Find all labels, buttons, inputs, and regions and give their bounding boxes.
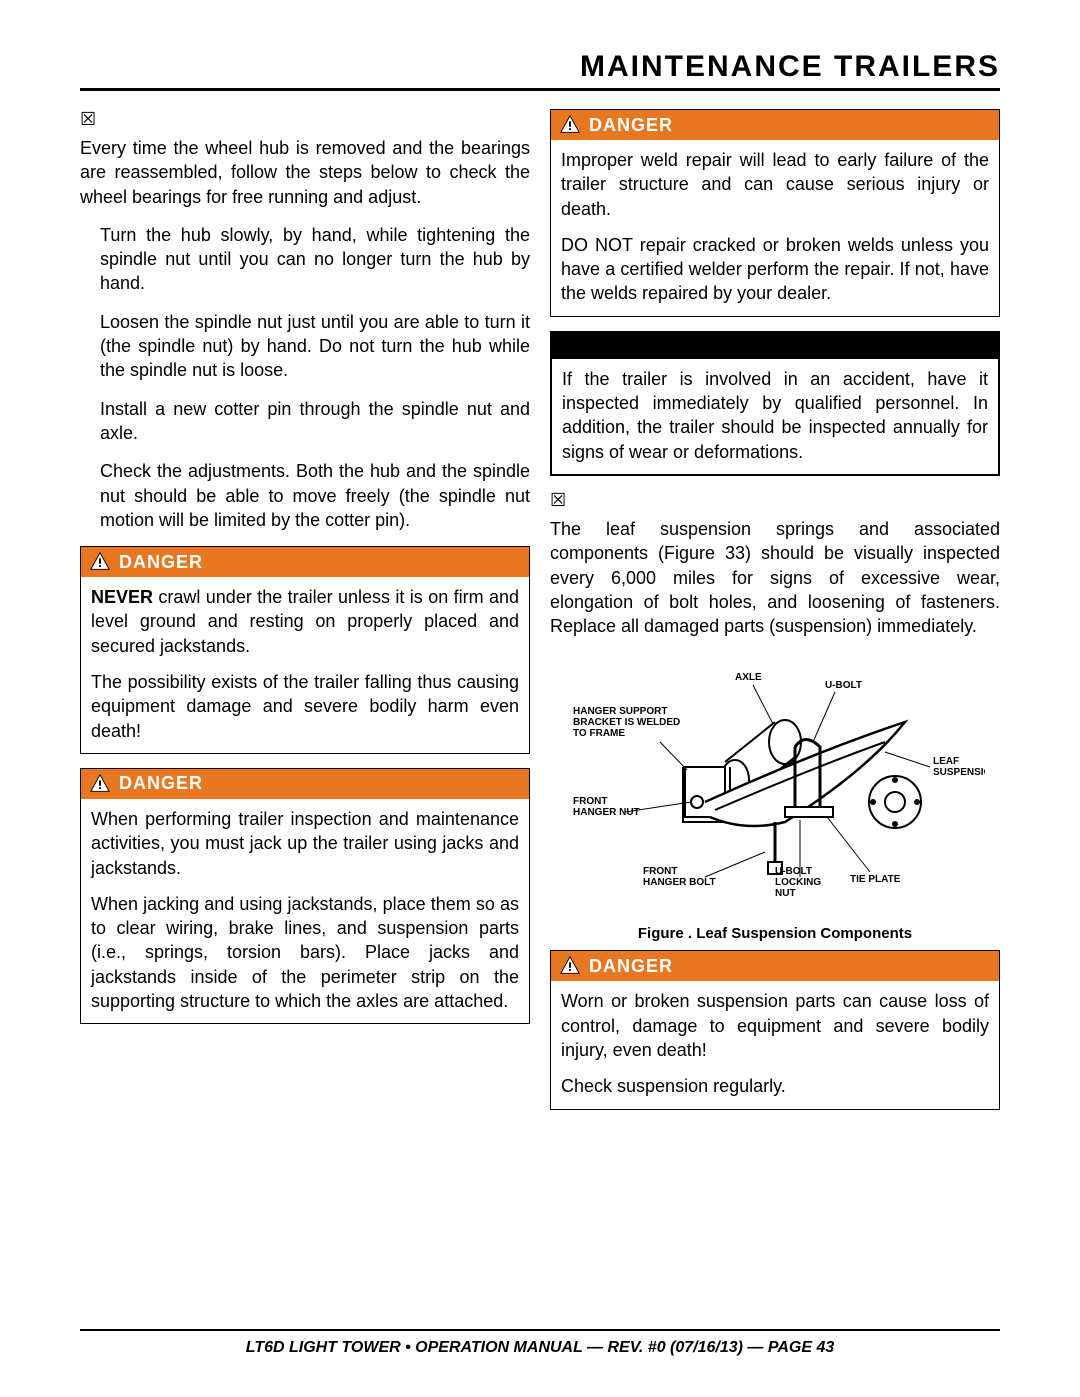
warning-triangle-icon xyxy=(89,551,111,573)
warning-triangle-icon xyxy=(559,114,581,136)
step-3: Install a new cotter pin through the spi… xyxy=(100,397,530,446)
danger-top-p2: DO NOT repair cracked or broken welds un… xyxy=(561,233,989,306)
page-footer: LT6D LIGHT TOWER • OPERATION MANUAL — RE… xyxy=(80,1329,1000,1357)
step-1: Turn the hub slowly, by hand, while tigh… xyxy=(100,223,530,296)
warning-triangle-icon xyxy=(559,955,581,977)
right-column: DANGER Improper weld repair will lead to… xyxy=(550,109,1000,1124)
danger2-p2: When jacking and using jackstands, place… xyxy=(91,892,519,1013)
danger-box-1: DANGER NEVER crawl under the trailer unl… xyxy=(80,546,530,754)
section-marker-right: ☒ xyxy=(550,490,1000,511)
step-2: Loosen the spindle nut just until you ar… xyxy=(100,310,530,383)
lbl-tie-plate: TIE PLATE xyxy=(850,874,901,885)
danger-box-top: DANGER Improper weld repair will lead to… xyxy=(550,109,1000,317)
lbl-front-bolt: FRONT HANGER BOLT xyxy=(643,866,716,888)
danger-header: DANGER xyxy=(551,110,999,140)
lbl-axle: AXLE xyxy=(735,672,762,683)
danger-label: DANGER xyxy=(589,956,673,977)
danger-bottom-p2: Check suspension regularly. xyxy=(561,1074,989,1098)
danger-header: DANGER xyxy=(81,547,529,577)
lbl-ubolt: U-BOLT xyxy=(825,680,862,691)
warning-triangle-icon xyxy=(89,773,111,795)
danger1-p1: NEVER crawl under the trailer unless it … xyxy=(91,585,519,658)
never-word: NEVER xyxy=(91,587,153,607)
notice-box: If the trailer is involved in an acciden… xyxy=(550,331,1000,476)
leaf-suspension-diagram: AXLE U-BOLT HANGER SUPPORT BRACKET IS WE… xyxy=(565,652,985,912)
lbl-front-nut: FRONT HANGER NUT xyxy=(573,796,640,818)
notice-p1: If the trailer is involved in an acciden… xyxy=(562,367,988,464)
lbl-ubolt-nut: U-BOLT LOCKING NUT xyxy=(775,866,824,899)
danger-body: Worn or broken suspension parts can caus… xyxy=(551,981,999,1108)
danger-header: DANGER xyxy=(551,951,999,981)
figure-caption: Figure . Leaf Suspension Components xyxy=(550,925,1000,942)
danger2-p1: When performing trailer inspection and m… xyxy=(91,807,519,880)
danger-body: Improper weld repair will lead to early … xyxy=(551,140,999,316)
danger-body: NEVER crawl under the trailer unless it … xyxy=(81,577,529,753)
danger-label: DANGER xyxy=(119,773,203,794)
danger-label: DANGER xyxy=(119,552,203,573)
lbl-hanger-support: HANGER SUPPORT BRACKET IS WELDED TO FRAM… xyxy=(573,706,683,739)
page-header: MAINTENANCE TRAILERS xyxy=(80,50,1000,91)
intro-text: Every time the wheel hub is removed and … xyxy=(80,136,530,209)
page-title: MAINTENANCE TRAILERS xyxy=(80,50,1000,84)
lbl-leaf: LEAF SUSPENSION xyxy=(933,756,985,778)
notice-header xyxy=(552,333,998,359)
danger1-p1-rest: crawl under the trailer unless it is on … xyxy=(91,587,519,656)
danger-header: DANGER xyxy=(81,769,529,799)
danger-body: When performing trailer inspection and m… xyxy=(81,799,529,1023)
step-4: Check the adjustments. Both the hub and … xyxy=(100,459,530,532)
left-column: ☒ Every time the wheel hub is removed an… xyxy=(80,109,530,1124)
content-columns: ☒ Every time the wheel hub is removed an… xyxy=(80,109,1000,1124)
danger1-p2: The possibility exists of the trailer fa… xyxy=(91,670,519,743)
danger-top-p1: Improper weld repair will lead to early … xyxy=(561,148,989,221)
danger-label: DANGER xyxy=(589,115,673,136)
figure-wrap: AXLE U-BOLT HANGER SUPPORT BRACKET IS WE… xyxy=(550,652,1000,917)
section-marker: ☒ xyxy=(80,109,530,130)
danger-bottom-p1: Worn or broken suspension parts can caus… xyxy=(561,989,989,1062)
danger-box-bottom: DANGER Worn or broken suspension parts c… xyxy=(550,950,1000,1109)
danger-box-2: DANGER When performing trailer inspectio… xyxy=(80,768,530,1024)
notice-body: If the trailer is involved in an acciden… xyxy=(552,359,998,474)
suspension-para: The leaf suspension springs and associat… xyxy=(550,517,1000,638)
footer-text: LT6D LIGHT TOWER • OPERATION MANUAL — RE… xyxy=(246,1339,835,1356)
